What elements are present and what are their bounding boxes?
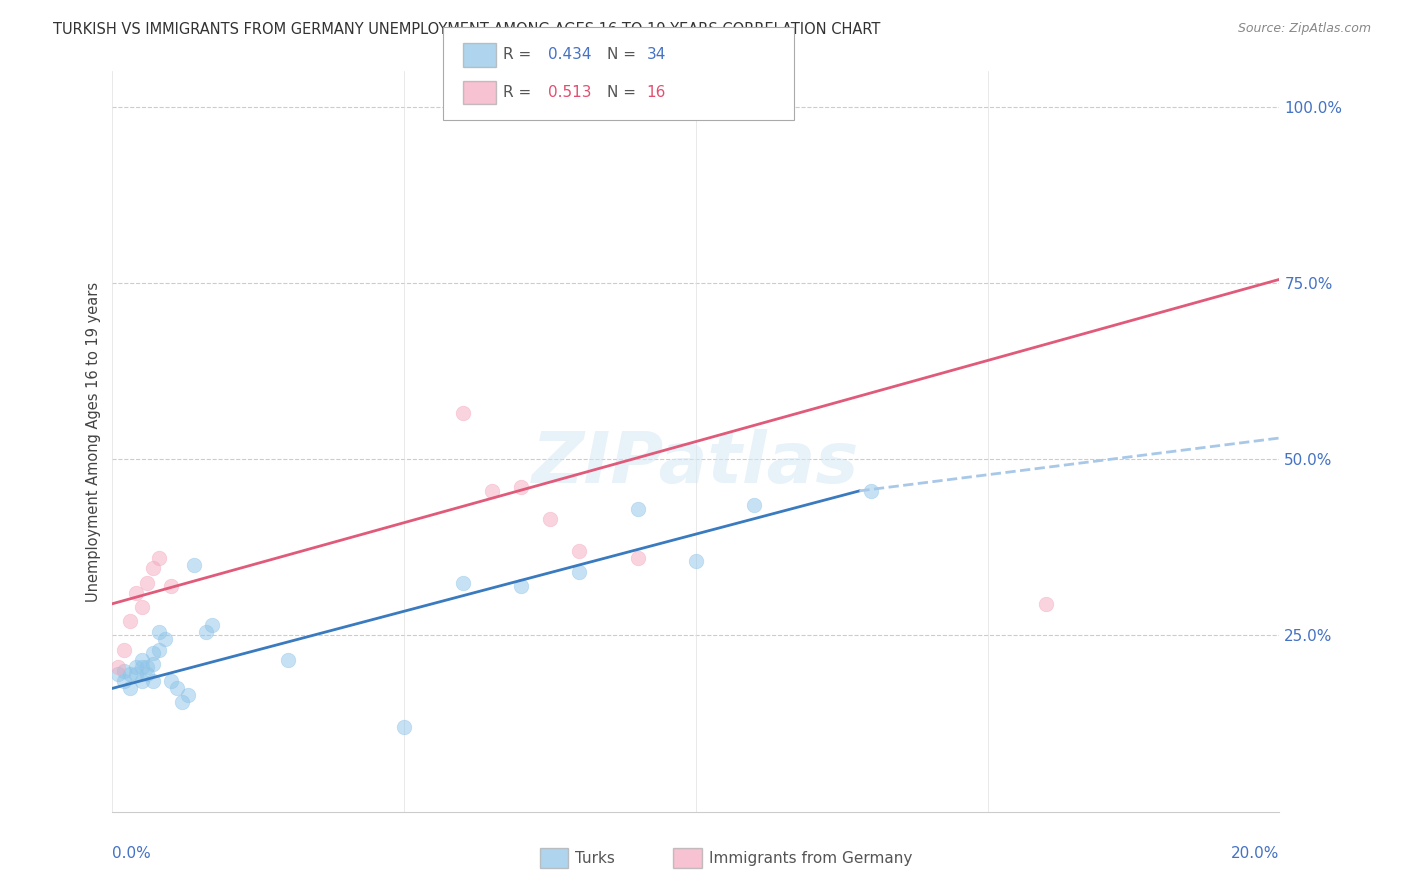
Point [509, 480, 531, 494]
Text: 16: 16 [647, 85, 666, 100]
Point [148, 642, 170, 657]
Point [142, 646, 165, 660]
Point [125, 667, 148, 681]
Point [201, 618, 224, 632]
Text: 20.0%: 20.0% [1232, 847, 1279, 862]
Point [125, 660, 148, 674]
Point [166, 681, 188, 696]
Text: TURKISH VS IMMIGRANTS FROM GERMANY UNEMPLOYMENT AMONG AGES 16 TO 19 YEARS CORREL: TURKISH VS IMMIGRANTS FROM GERMANY UNEMP… [53, 22, 880, 37]
Point [118, 667, 141, 681]
Text: 0.434: 0.434 [548, 47, 592, 62]
Point [142, 674, 165, 689]
Point [153, 632, 176, 646]
Point [136, 660, 159, 674]
Point [194, 624, 217, 639]
Text: Source: ZipAtlas.com: Source: ZipAtlas.com [1237, 22, 1371, 36]
Point [148, 550, 170, 565]
Y-axis label: Unemployment Among Ages 16 to 19 years: Unemployment Among Ages 16 to 19 years [86, 282, 101, 601]
Point [568, 544, 591, 558]
Point [131, 674, 153, 689]
Text: Immigrants from Germany: Immigrants from Germany [709, 851, 912, 865]
Text: 0.0%: 0.0% [112, 847, 152, 862]
Point [131, 660, 153, 674]
Point [107, 667, 129, 681]
Point [118, 615, 141, 629]
Point [107, 660, 129, 674]
Point [160, 674, 183, 689]
Point [112, 664, 135, 678]
Point [112, 674, 135, 689]
Point [131, 600, 153, 615]
Point [136, 575, 159, 590]
Text: 0.513: 0.513 [548, 85, 592, 100]
Text: ZIPatlas: ZIPatlas [533, 429, 859, 499]
Point [860, 483, 883, 498]
Point [131, 653, 153, 667]
Point [183, 558, 205, 572]
Point [148, 624, 170, 639]
Point [394, 720, 416, 734]
Point [118, 681, 141, 696]
Text: R =: R = [503, 85, 537, 100]
Text: N =: N = [607, 47, 641, 62]
Point [685, 554, 707, 568]
Point [276, 653, 298, 667]
Text: Turks: Turks [575, 851, 614, 865]
Point [177, 689, 200, 703]
Point [451, 575, 474, 590]
Point [112, 642, 135, 657]
Text: N =: N = [607, 85, 641, 100]
Point [142, 657, 165, 671]
Point [1035, 597, 1057, 611]
Point [160, 579, 183, 593]
Point [627, 501, 650, 516]
Point [509, 579, 531, 593]
Text: 34: 34 [647, 47, 666, 62]
Point [451, 406, 474, 420]
Point [136, 667, 159, 681]
Text: R =: R = [503, 47, 537, 62]
Point [125, 586, 148, 600]
Point [142, 561, 165, 575]
Point [172, 695, 194, 709]
Point [568, 565, 591, 579]
Point [538, 512, 561, 526]
Point [742, 498, 765, 512]
Point [627, 550, 650, 565]
Point [481, 483, 503, 498]
